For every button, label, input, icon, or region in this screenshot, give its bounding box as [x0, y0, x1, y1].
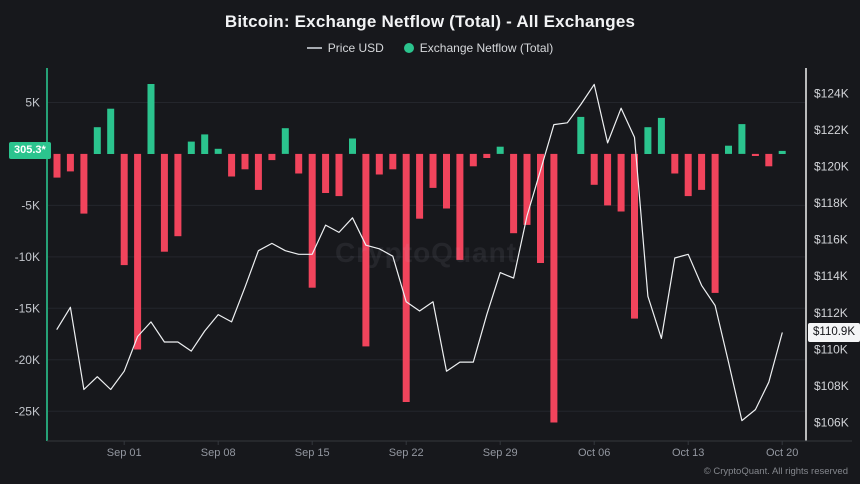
price-current-badge: $110.9K [808, 322, 860, 343]
gridlines [48, 102, 805, 412]
left-axis-tick: 5K [25, 96, 40, 110]
netflow-bar[interactable] [671, 153, 679, 174]
netflow-bar[interactable] [631, 153, 638, 319]
x-axis-tick: Oct 20 [766, 447, 798, 459]
netflow-bar[interactable] [107, 108, 115, 154]
netflow-bar[interactable] [147, 84, 155, 154]
right-axis-tick: $122K [814, 123, 849, 137]
right-axis-tick: $116K [814, 233, 848, 247]
netflow-bar[interactable] [201, 134, 209, 154]
netflow-bar[interactable] [254, 153, 262, 190]
netflow-bar[interactable] [510, 153, 518, 234]
x-axis-tick: Oct 06 [578, 447, 610, 459]
netflow-bar[interactable] [80, 153, 88, 214]
right-axis-tick: $118K [814, 196, 848, 210]
netflow-bar[interactable] [228, 153, 236, 177]
netflow-bar[interactable] [349, 138, 356, 154]
left-axis-tick: -10K [15, 250, 40, 264]
netflow-bar[interactable] [778, 150, 786, 154]
netflow-bar[interactable] [174, 153, 182, 237]
netflow-bar[interactable] [375, 153, 383, 175]
netflow-bar[interactable] [604, 153, 612, 206]
netflow-bar[interactable] [443, 153, 450, 209]
right-axis-tick: $106K [814, 415, 849, 429]
left-axis-tick: -20K [15, 353, 40, 367]
netflow-bar[interactable] [496, 146, 504, 154]
netflow-bar[interactable] [362, 153, 370, 347]
netflow-bar[interactable] [389, 153, 397, 170]
netflow-bar[interactable] [577, 116, 585, 154]
right-axis-tick-labels: $124K $122K $120K $118K $116K $114K $112K $110K… [814, 87, 849, 430]
left-axis-tick: -25K [15, 404, 40, 418]
x-axis-tick: Sep 01 [107, 447, 142, 459]
netflow-bar[interactable] [429, 153, 437, 188]
netflow-bar[interactable] [66, 153, 74, 172]
legend-item-exchange-netflow[interactable]: Exchange Netflow (Total) [403, 41, 554, 55]
legend-label-price-usd: Price USD [327, 41, 384, 55]
netflow-bars-series[interactable] [53, 84, 786, 423]
legend-item-price-usd[interactable]: Price USD [306, 41, 384, 55]
x-axis-tick: Oct 13 [672, 447, 704, 459]
x-axis-tick: Sep 22 [389, 447, 424, 459]
netflow-bar[interactable] [751, 153, 759, 156]
price-line-legend-icon [306, 47, 322, 49]
left-axis-tick: -5K [21, 198, 40, 212]
netflow-current-badge: 305.3* [9, 141, 51, 159]
netflow-bar[interactable] [402, 153, 410, 402]
right-axis-tick: $124K [814, 87, 849, 101]
price-line[interactable] [56, 83, 783, 422]
netflow-bar[interactable] [456, 153, 464, 260]
x-axis-tick: Sep 15 [295, 447, 330, 459]
netflow-bar[interactable] [684, 153, 692, 197]
netflow-bar[interactable] [53, 153, 61, 178]
netflow-bar[interactable] [523, 153, 531, 225]
netflow-bar[interactable] [214, 148, 222, 154]
netflow-bar[interactable] [93, 127, 101, 154]
netflow-bar[interactable] [160, 153, 168, 252]
chart-title: Bitcoin: Exchange Netflow (Total) - All … [224, 12, 636, 31]
netflow-bar[interactable] [738, 124, 746, 154]
legend: Price USD Exchange Netflow (Total) [0, 41, 860, 55]
netflow-bar[interactable] [483, 153, 491, 158]
right-axis-tick: $108K [814, 379, 849, 393]
netflow-bar[interactable] [725, 145, 732, 154]
netflow-bar[interactable] [590, 153, 598, 185]
netflow-bar[interactable] [134, 153, 142, 350]
netflow-bar[interactable] [120, 153, 128, 266]
right-axis-tick: $112K [814, 306, 848, 320]
right-axis-tick: $114K [814, 269, 848, 283]
netflow-bar[interactable] [416, 153, 424, 219]
netflow-bar[interactable] [268, 153, 276, 161]
netflow-bar[interactable] [241, 153, 249, 170]
x-axis-tick-labels: Sep 01 Sep 08 Sep 15 Sep 22 Sep 29 Oct 06 Oct … [107, 441, 798, 459]
netflow-bar[interactable] [765, 153, 773, 167]
netflow-bar[interactable] [187, 141, 195, 154]
legend-label-exchange-netflow: Exchange Netflow (Total) [419, 41, 554, 55]
netflow-bar[interactable] [617, 153, 625, 212]
netflow-bar[interactable] [698, 153, 706, 190]
netflow-bar[interactable] [644, 127, 652, 154]
left-axis-tick: -15K [15, 301, 40, 315]
netflow-bar[interactable] [281, 128, 289, 154]
netflow-bar[interactable] [308, 153, 316, 288]
netflow-bar[interactable] [322, 153, 330, 193]
netflow-bar[interactable] [335, 153, 343, 197]
copyright-text: © CryptoQuant. All rights reserved [703, 466, 848, 477]
netflow-bar[interactable] [550, 153, 558, 423]
netflow-dot-legend-icon [403, 43, 414, 53]
netflow-bar[interactable] [537, 153, 544, 263]
left-axis-tick-labels: 5K -5K -10K -15K -20K -25K [15, 96, 40, 419]
right-axis-tick: $120K [814, 160, 849, 174]
x-axis-tick: Sep 08 [201, 447, 236, 459]
x-axis-tick: Sep 29 [483, 447, 518, 459]
netflow-bar[interactable] [657, 117, 665, 154]
netflow-bar[interactable] [469, 153, 477, 167]
netflow-bar[interactable] [295, 153, 303, 174]
right-axis-tick: $110K [814, 342, 848, 356]
netflow-bar[interactable] [711, 153, 719, 293]
